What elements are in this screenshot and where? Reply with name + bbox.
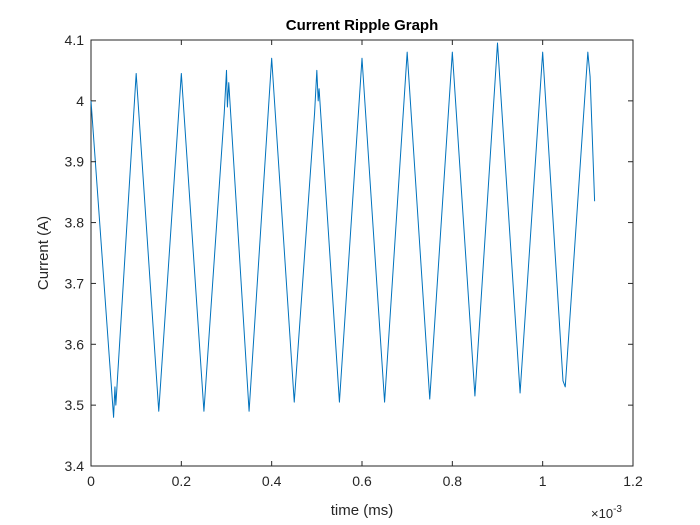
y-tick-label: 4.1 bbox=[65, 32, 85, 48]
y-tick-label: 3.6 bbox=[65, 336, 85, 352]
x-axis-exponent: ×10-3 bbox=[591, 504, 622, 521]
line-layer bbox=[90, 42, 596, 418]
plot-area bbox=[90, 39, 634, 467]
x-tick-label: 0.4 bbox=[262, 473, 282, 489]
y-tick-label: 3.7 bbox=[65, 275, 85, 291]
x-tick-label: 0.8 bbox=[443, 473, 463, 489]
x-axis-exponent-power: -3 bbox=[613, 504, 622, 515]
chart-title: Current Ripple Graph bbox=[286, 17, 439, 34]
y-tick-label: 3.9 bbox=[65, 154, 85, 170]
x-tick-label: 1.2 bbox=[623, 473, 643, 489]
y-tick-label: 3.5 bbox=[65, 397, 85, 413]
x-tick-label: 0 bbox=[87, 473, 95, 489]
x-axis-label: time (ms) bbox=[331, 502, 394, 519]
x-tick-label: 0.2 bbox=[172, 473, 192, 489]
tick-layer: 0 0.2 0.4 0.6 0.8 1 1.2 3.4 3.5 3.6 3.7 3.8 3.9 4 4.1 bbox=[65, 32, 643, 489]
x-tick-label: 1 bbox=[539, 473, 547, 489]
y-axis-label: Current (A) bbox=[35, 216, 52, 290]
y-tick-label: 4 bbox=[76, 93, 84, 109]
y-tick-label: 3.4 bbox=[65, 458, 85, 474]
x-tick-label: 0.6 bbox=[352, 473, 372, 489]
y-tick-label: 3.8 bbox=[65, 215, 85, 231]
current-series-line bbox=[90, 42, 596, 418]
x-axis-exponent-base: ×10 bbox=[591, 506, 613, 521]
